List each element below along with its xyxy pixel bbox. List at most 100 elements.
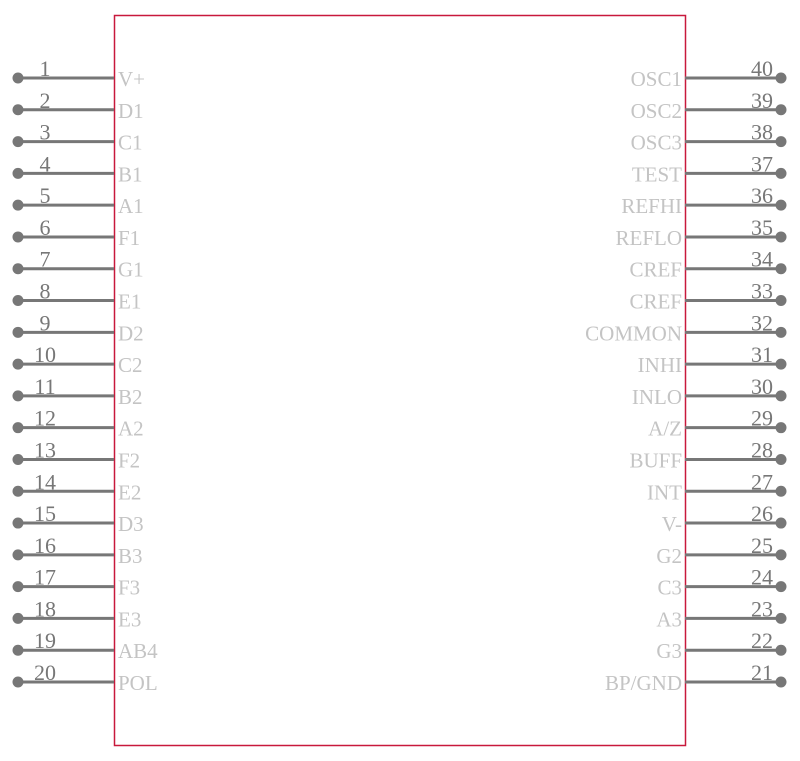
pin-label: AB4 — [118, 639, 158, 663]
pin-label: D1 — [118, 99, 144, 123]
pin-label: A3 — [656, 607, 682, 631]
pin-endpoint[interactable] — [775, 581, 787, 593]
pin-number: 16 — [34, 533, 56, 558]
pin-number: 20 — [34, 660, 56, 685]
pin-endpoint[interactable] — [12, 358, 24, 370]
pin-endpoint[interactable] — [775, 104, 787, 116]
pin-endpoint[interactable] — [12, 199, 24, 211]
pin-number: 21 — [751, 660, 773, 685]
pin-endpoint[interactable] — [775, 676, 787, 688]
pin-number: 24 — [751, 565, 773, 590]
pin-label: A1 — [118, 194, 144, 218]
pin-label: C2 — [118, 353, 143, 377]
pin-number: 11 — [34, 374, 55, 399]
pin-label: INT — [647, 480, 682, 504]
pin-endpoint[interactable] — [12, 167, 24, 179]
pin-number: 25 — [751, 533, 773, 558]
pin-number: 18 — [34, 596, 56, 621]
pin-number: 30 — [751, 374, 773, 399]
pin-number: 36 — [751, 183, 773, 208]
pin-number: 7 — [40, 247, 51, 272]
pin-endpoint[interactable] — [775, 390, 787, 402]
pin-endpoint[interactable] — [775, 263, 787, 275]
pin-endpoint[interactable] — [12, 453, 24, 465]
pin-label: F2 — [118, 448, 140, 472]
pin-label: B3 — [118, 544, 143, 568]
pin-endpoint[interactable] — [775, 612, 787, 624]
pin-label: D2 — [118, 321, 144, 345]
pin-number: 19 — [34, 628, 56, 653]
pin-label: A2 — [118, 417, 144, 441]
pin-number: 23 — [751, 596, 773, 621]
pin-label: COMMON — [585, 321, 682, 345]
pin-number: 13 — [34, 437, 56, 462]
pin-label: OSC2 — [631, 99, 682, 123]
pin-number: 32 — [751, 310, 773, 335]
pin-label: REFLO — [615, 226, 682, 250]
pin-endpoint[interactable] — [775, 72, 787, 84]
pin-endpoint[interactable] — [12, 295, 24, 307]
pin-endpoint[interactable] — [12, 136, 24, 148]
pin-endpoint[interactable] — [12, 612, 24, 624]
pin-number: 3 — [40, 120, 51, 145]
pin-label: TEST — [632, 162, 682, 186]
pin-endpoint[interactable] — [775, 517, 787, 529]
pin-endpoint[interactable] — [775, 326, 787, 338]
pin-label: E2 — [118, 480, 141, 504]
pin-number: 29 — [751, 406, 773, 431]
pin-number: 40 — [751, 56, 773, 81]
pin-endpoint[interactable] — [775, 199, 787, 211]
pin-endpoint[interactable] — [12, 549, 24, 561]
pin-label: C1 — [118, 131, 143, 155]
pin-label: REFHI — [621, 194, 682, 218]
pin-endpoint[interactable] — [12, 517, 24, 529]
pin-endpoint[interactable] — [775, 644, 787, 656]
pin-endpoint[interactable] — [775, 295, 787, 307]
pin-label: G2 — [656, 544, 682, 568]
pin-endpoint[interactable] — [775, 167, 787, 179]
pin-number: 14 — [34, 469, 56, 494]
pin-endpoint[interactable] — [12, 644, 24, 656]
pin-endpoint[interactable] — [12, 390, 24, 402]
pin-number: 38 — [751, 120, 773, 145]
pin-label: INLO — [632, 385, 682, 409]
pins: 1 V+ 2 D1 3 C1 4 B1 5 A1 6 F1 7 G1 8 E1 9 D2 10 C2 11 B2 12 A2 1… — [12, 56, 787, 695]
pin-endpoint[interactable] — [775, 549, 787, 561]
pin-label: CREF — [629, 258, 682, 282]
pin-endpoint[interactable] — [12, 422, 24, 434]
pin-label: G1 — [118, 258, 144, 282]
pin-endpoint[interactable] — [12, 581, 24, 593]
pin-endpoint[interactable] — [775, 422, 787, 434]
pin-number: 2 — [40, 88, 51, 113]
pin-number: 12 — [34, 406, 56, 431]
pin-endpoint[interactable] — [12, 485, 24, 497]
pin-label: F1 — [118, 226, 140, 250]
pin-endpoint[interactable] — [775, 231, 787, 243]
pin-endpoint[interactable] — [775, 485, 787, 497]
pin-endpoint[interactable] — [775, 358, 787, 370]
pin-label: BUFF — [629, 448, 682, 472]
pin-label: CREF — [629, 290, 682, 314]
pin-label: E1 — [118, 290, 141, 314]
pin-label: C3 — [657, 576, 682, 600]
pin-label: OSC3 — [631, 131, 682, 155]
pin-number: 37 — [751, 151, 773, 176]
pin-endpoint[interactable] — [775, 136, 787, 148]
pin-endpoint[interactable] — [12, 72, 24, 84]
pin-endpoint[interactable] — [12, 676, 24, 688]
pin-label: G3 — [656, 639, 682, 663]
pin-label: POL — [118, 671, 158, 695]
ic-body — [113, 14, 687, 747]
pin-endpoint[interactable] — [12, 326, 24, 338]
pin-endpoint[interactable] — [12, 231, 24, 243]
pin-number: 6 — [40, 215, 51, 240]
pin-endpoint[interactable] — [12, 104, 24, 116]
pin-number: 39 — [751, 88, 773, 113]
pin-number: 27 — [751, 469, 773, 494]
pin-endpoint[interactable] — [12, 263, 24, 275]
pin-number: 35 — [751, 215, 773, 240]
pin-label: V+ — [118, 67, 145, 91]
pin-number: 9 — [40, 310, 51, 335]
pin-number: 10 — [34, 342, 56, 367]
pin-endpoint[interactable] — [775, 453, 787, 465]
